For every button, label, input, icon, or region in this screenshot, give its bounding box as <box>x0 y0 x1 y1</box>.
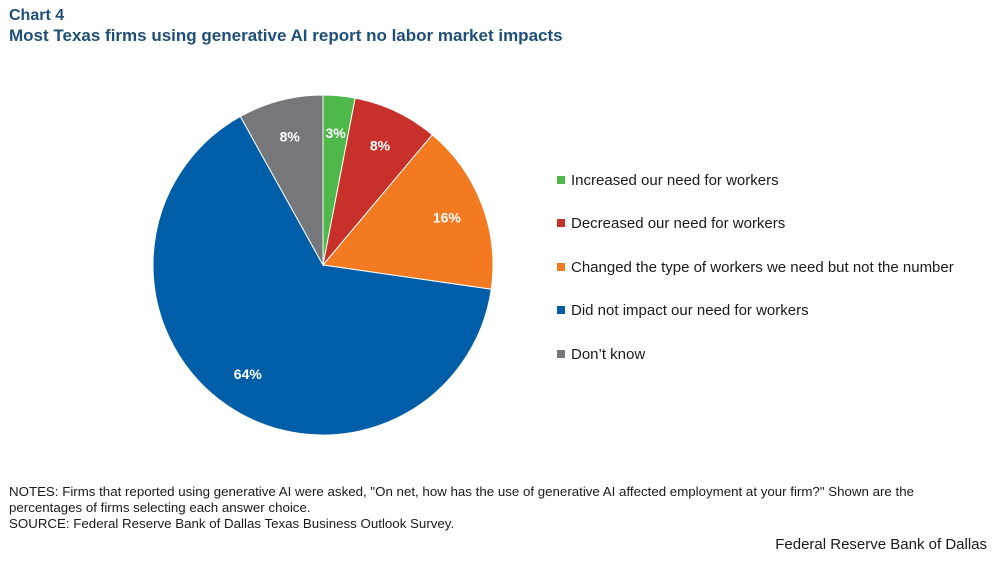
chart-label: Chart 4 <box>9 7 65 24</box>
legend-item-increased: Increased our need for workers <box>557 171 779 191</box>
notes-text: NOTES: Firms that reported using generat… <box>9 484 914 515</box>
pie-slice <box>322 134 494 290</box>
legend-swatch <box>557 263 565 272</box>
legend-item-no-impact: Did not impact our need for workers <box>557 301 809 321</box>
legend-item-decreased: Decreased our need for workers <box>557 214 785 234</box>
chart-header: Chart 4 Most Texas firms using generativ… <box>9 6 563 46</box>
pie-data-label: 64% <box>234 366 263 382</box>
legend-label: Changed the type of workers we need but … <box>571 259 954 276</box>
pie-slice <box>152 115 492 436</box>
legend-label: Increased our need for workers <box>571 172 779 189</box>
pie-slice <box>239 94 324 267</box>
legend-swatch <box>557 176 565 185</box>
legend-swatch <box>557 219 565 228</box>
legend-label: Did not impact our need for workers <box>571 302 809 319</box>
legend-item-dont-know: Don’t know <box>557 345 645 365</box>
legend-swatch <box>557 350 565 359</box>
pie-data-label: 3% <box>325 125 346 141</box>
pie-data-label: 8% <box>370 137 391 153</box>
source-text: SOURCE: Federal Reserve Bank of Dallas T… <box>9 516 455 531</box>
pie-data-label: 16% <box>433 210 462 226</box>
legend-swatch <box>557 306 565 315</box>
legend-item-changed-type: Changed the type of workers we need but … <box>557 258 954 278</box>
chart-title: Most Texas firms using generative AI rep… <box>9 26 563 45</box>
pie-data-label: 8% <box>280 129 301 145</box>
brand-footer: Federal Reserve Bank of Dallas <box>775 536 987 553</box>
chart-notes: NOTES: Firms that reported using generat… <box>9 484 989 532</box>
legend-label: Don’t know <box>571 346 646 363</box>
legend-label: Decreased our need for workers <box>571 215 786 232</box>
